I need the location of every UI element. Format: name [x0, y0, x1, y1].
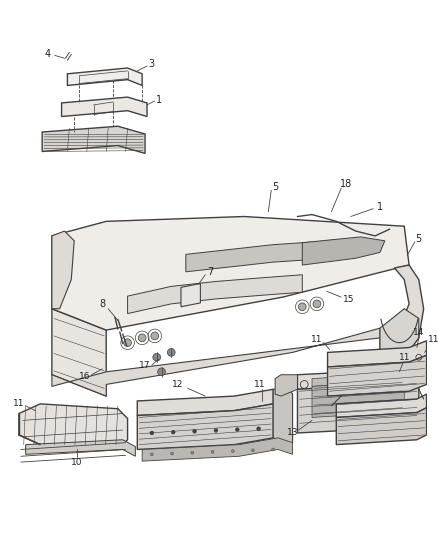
Polygon shape [181, 284, 201, 307]
Polygon shape [302, 237, 385, 265]
Circle shape [191, 451, 194, 454]
Text: 1: 1 [377, 202, 383, 212]
Circle shape [214, 429, 218, 432]
Text: 1: 1 [155, 95, 162, 105]
Text: 4: 4 [45, 50, 51, 59]
Polygon shape [380, 265, 424, 367]
Text: 11: 11 [427, 335, 438, 344]
Polygon shape [62, 97, 147, 117]
Polygon shape [328, 356, 427, 396]
Text: 11: 11 [311, 335, 323, 344]
Text: 16: 16 [79, 372, 91, 381]
Circle shape [235, 427, 239, 432]
Circle shape [272, 448, 275, 451]
Polygon shape [52, 328, 380, 396]
Circle shape [171, 430, 175, 434]
Polygon shape [312, 373, 404, 386]
Polygon shape [186, 241, 332, 272]
Circle shape [231, 450, 234, 453]
Circle shape [298, 303, 306, 311]
Text: 14: 14 [413, 328, 424, 337]
Polygon shape [19, 404, 127, 449]
Text: 11: 11 [399, 353, 410, 362]
Text: 10: 10 [71, 458, 83, 466]
Polygon shape [297, 364, 419, 389]
Polygon shape [67, 68, 142, 85]
Polygon shape [137, 389, 273, 416]
Polygon shape [52, 216, 409, 330]
Circle shape [124, 339, 131, 346]
Circle shape [257, 427, 261, 431]
Polygon shape [275, 375, 297, 396]
Text: 8: 8 [99, 299, 106, 309]
Polygon shape [42, 126, 145, 154]
Text: 11: 11 [13, 399, 25, 408]
Circle shape [138, 334, 146, 342]
Polygon shape [52, 309, 106, 396]
Circle shape [150, 431, 154, 435]
Polygon shape [142, 438, 293, 461]
Text: 12: 12 [173, 380, 184, 389]
Circle shape [167, 349, 175, 356]
Circle shape [193, 429, 197, 433]
Text: 5: 5 [272, 182, 278, 192]
Polygon shape [127, 274, 302, 313]
Polygon shape [297, 378, 419, 433]
Polygon shape [273, 386, 293, 445]
Circle shape [153, 353, 161, 361]
Circle shape [251, 449, 254, 452]
Circle shape [150, 453, 153, 456]
Polygon shape [137, 404, 273, 449]
Text: 13: 13 [287, 429, 298, 438]
Polygon shape [336, 394, 427, 417]
Text: 5: 5 [416, 234, 422, 244]
Polygon shape [26, 440, 135, 456]
Text: 15: 15 [343, 295, 355, 303]
Text: 7: 7 [207, 267, 213, 277]
Polygon shape [312, 381, 404, 417]
Circle shape [158, 368, 166, 376]
Circle shape [151, 332, 159, 340]
Polygon shape [52, 231, 74, 309]
Text: 3: 3 [149, 59, 155, 69]
Circle shape [171, 452, 173, 455]
Polygon shape [328, 341, 427, 367]
Polygon shape [336, 408, 427, 445]
Text: 17: 17 [139, 360, 151, 369]
Polygon shape [380, 309, 419, 367]
Text: 11: 11 [254, 380, 265, 389]
Circle shape [211, 450, 214, 454]
Circle shape [313, 300, 321, 308]
Text: 18: 18 [340, 180, 352, 189]
